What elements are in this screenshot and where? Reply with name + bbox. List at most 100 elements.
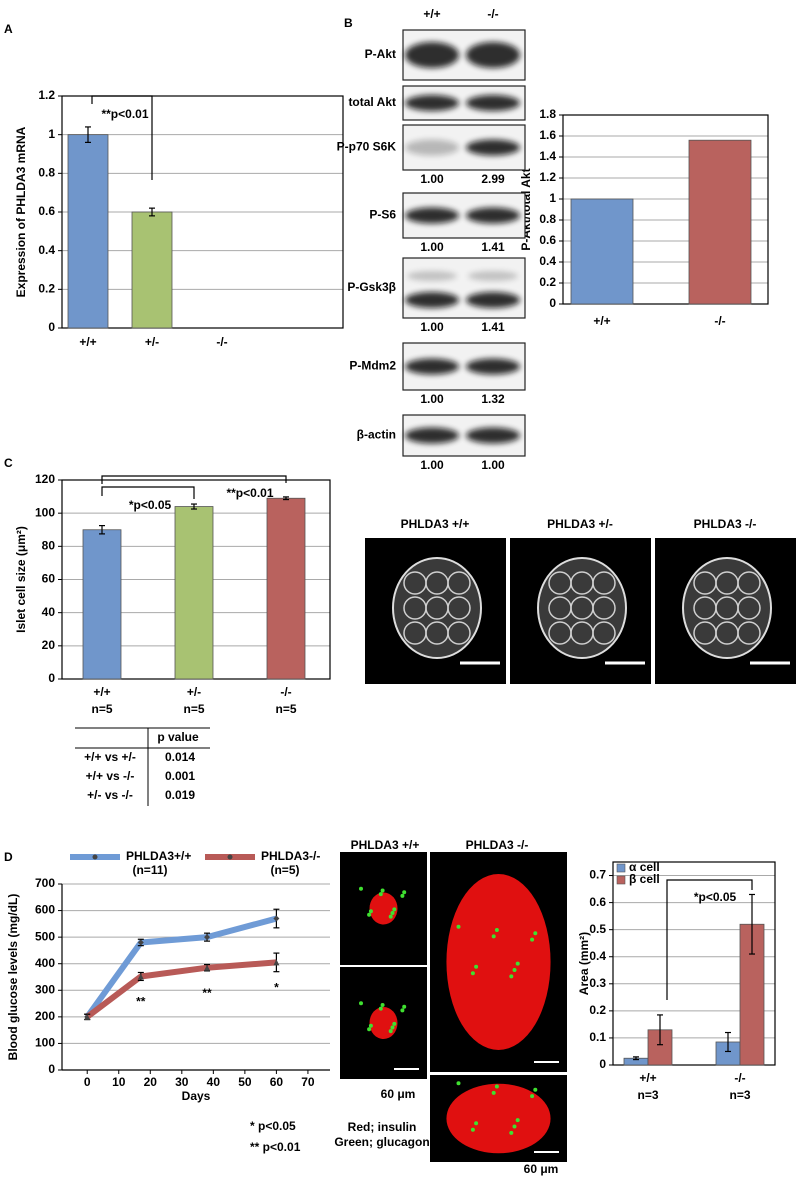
x-axis-label: Days <box>182 1089 211 1103</box>
blot-band <box>466 207 520 224</box>
glucagon-stain <box>390 1025 395 1030</box>
y-tick-label: 0.5 <box>589 922 606 936</box>
glucagon-stain <box>390 911 395 915</box>
x-tick-label: +/+ <box>93 685 110 699</box>
glucagon-stain <box>509 974 514 979</box>
scale-label: 60 μm <box>524 1162 559 1176</box>
significance-bracket <box>666 879 753 1000</box>
glucagon-stain <box>533 1087 538 1092</box>
table-cell: +/+ vs -/- <box>86 769 135 783</box>
panel-label: A <box>4 22 13 36</box>
glucagon-stain <box>530 937 535 942</box>
series-line <box>85 959 277 1020</box>
cell <box>592 596 616 620</box>
blot-quant: 1.00 <box>420 240 444 254</box>
scale-label: 20 μm <box>463 667 498 681</box>
y-tick-label: 0 <box>48 1062 55 1076</box>
y-tick-label: 0.4 <box>38 243 55 257</box>
blot-label: P-Akt <box>365 47 396 61</box>
glucagon-stain <box>400 1008 405 1013</box>
glucagon-stain <box>470 1127 475 1132</box>
y-tick-label: 0.2 <box>539 275 556 289</box>
blot-band <box>405 42 459 68</box>
blot-band <box>405 139 459 156</box>
y-tick-label: 1.8 <box>539 107 556 121</box>
marker <box>273 959 280 966</box>
insulin-stain <box>446 1083 551 1154</box>
glucagon-stain <box>402 890 407 895</box>
bar <box>131 211 173 329</box>
glucagon-stain <box>533 931 538 936</box>
legend-label: α cell <box>629 860 660 874</box>
glucagon-stain <box>400 893 405 898</box>
y-tick-label: 700 <box>35 876 55 890</box>
y-tick-label: 0.7 <box>589 868 606 882</box>
x-tick-label: 70 <box>301 1075 315 1089</box>
blot-label: β-actin <box>357 428 396 442</box>
y-tick-label: 0 <box>48 671 55 685</box>
glucagon-stain <box>378 1006 383 1011</box>
significance-mark: ** <box>136 995 146 1009</box>
glucagon-stain <box>359 1001 363 1006</box>
cell <box>447 596 471 620</box>
x-tick-label: -/- <box>216 335 227 349</box>
bar <box>174 506 214 680</box>
blot-band <box>466 292 520 308</box>
significance-mark: * <box>274 981 279 995</box>
islet <box>392 557 482 659</box>
y-tick-label: 80 <box>42 539 56 553</box>
image-title: PHLDA3 -/- <box>694 517 757 531</box>
glucagon-stain <box>388 914 393 919</box>
glucagon-stain <box>402 1004 407 1009</box>
x-tick-label: 0 <box>84 1075 91 1089</box>
x-tick-label: +/+ <box>593 314 610 328</box>
error-bar <box>283 496 289 501</box>
x-tick-label: -/- <box>714 314 725 328</box>
y-tick-label: 300 <box>35 982 55 996</box>
glucagon-stain <box>494 928 499 932</box>
y-axis-label: Expression of PHLDA3 mRNA <box>14 126 28 297</box>
blot-label: P-Mdm2 <box>349 359 396 373</box>
y-tick-label: 0 <box>549 296 556 310</box>
blot-quant: 2.99 <box>481 172 505 186</box>
bar <box>688 139 752 305</box>
glucagon-stain <box>380 888 385 893</box>
error-bar <box>657 1014 663 1046</box>
caption: Red; insulin <box>348 1120 417 1134</box>
blot-band <box>466 42 520 68</box>
blot-quant: 1.00 <box>420 458 444 472</box>
blot-quant: 1.00 <box>481 458 505 472</box>
y-tick-label: 40 <box>42 605 56 619</box>
glucagon-stain <box>367 1027 372 1032</box>
scale-label: 60 μm <box>381 1087 416 1101</box>
plot-frame <box>562 114 769 305</box>
image-title: PHLDA3 +/+ <box>351 838 420 852</box>
significance-mark: ** <box>202 986 212 1000</box>
cell <box>737 596 761 620</box>
image-title: PHLDA3 +/+ <box>401 517 470 531</box>
blot-quant: 1.00 <box>420 392 444 406</box>
glucagon-stain <box>470 971 475 976</box>
islet <box>682 557 772 659</box>
error-bar <box>725 1031 731 1053</box>
plot-frame <box>61 95 344 329</box>
glucagon-stain <box>474 964 479 969</box>
x-tick-label: -/- <box>280 685 291 699</box>
note: ** p<0.01 <box>250 1140 301 1154</box>
marker <box>137 973 144 980</box>
plot-frame <box>612 861 776 1066</box>
y-tick-label: 0.3 <box>589 976 606 990</box>
y-tick-label: 0.6 <box>38 204 55 218</box>
significance-bracket <box>91 95 153 180</box>
table-cell: 0.014 <box>165 750 195 764</box>
y-tick-label: 500 <box>35 929 55 943</box>
y-tick-label: 20 <box>42 638 56 652</box>
bar <box>570 198 634 305</box>
legend-marker <box>92 854 98 860</box>
legend-marker <box>227 854 233 860</box>
x-tick-label: 10 <box>112 1075 126 1089</box>
error-bar <box>749 893 755 955</box>
glucagon-stain <box>392 907 397 912</box>
table-cell: 0.019 <box>165 788 195 802</box>
